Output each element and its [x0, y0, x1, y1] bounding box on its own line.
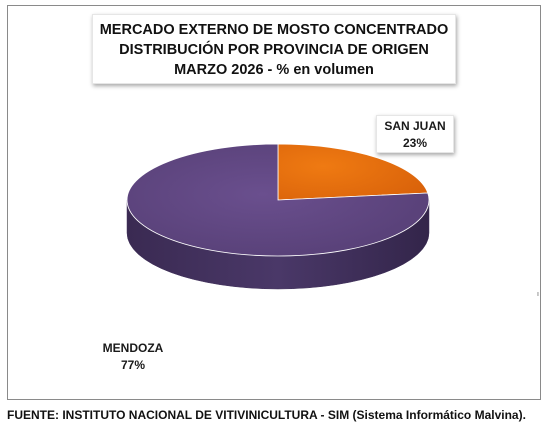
- pie-slice-mendoza: [126, 143, 430, 257]
- data-label-mendoza-name: MENDOZA: [102, 341, 164, 355]
- chart-title-line-2: DISTRIBUCIÓN POR PROVINCIA DE ORIGEN: [119, 42, 429, 58]
- data-label-san-juan: SAN JUAN 23%: [376, 115, 454, 153]
- data-label-san-juan-value: 23%: [402, 136, 428, 150]
- data-label-mendoza: MENDOZA 77%: [92, 337, 174, 377]
- chart-title: MERCADO EXTERNO DE MOSTO CONCENTRADO DIS…: [92, 14, 456, 84]
- source-footer: FUENTE: INSTITUTO NACIONAL DE VITIVINICU…: [7, 408, 526, 422]
- chart-title-line-1: MERCADO EXTERNO DE MOSTO CONCENTRADO: [99, 22, 449, 38]
- pie-slice-san-juan: [277, 143, 429, 201]
- stray-mark: ı: [537, 291, 539, 298]
- data-label-mendoza-value: 77%: [120, 358, 146, 372]
- chart-title-line-3: MARZO 2026 - % en volumen: [174, 62, 374, 78]
- pie-rim: [126, 143, 430, 257]
- data-label-san-juan-name: SAN JUAN: [384, 119, 446, 133]
